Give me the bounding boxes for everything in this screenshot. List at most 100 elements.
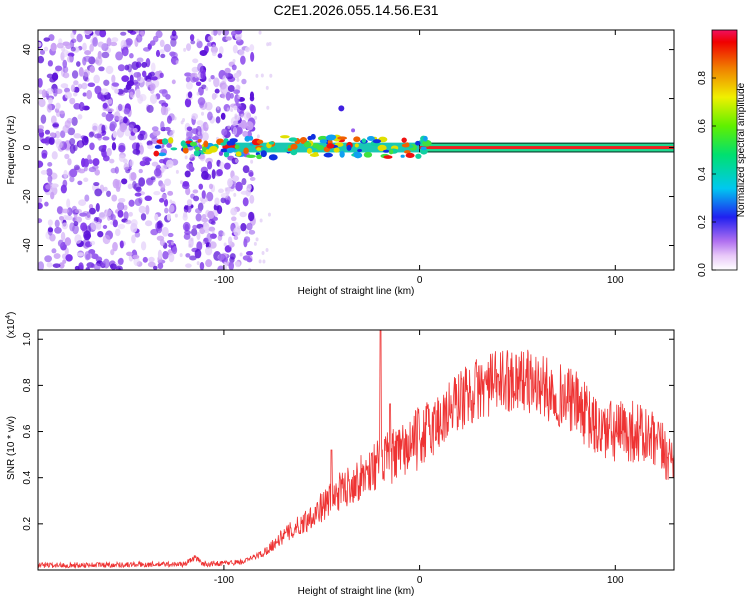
heatmap-noise-cell bbox=[130, 171, 137, 181]
heatmap-noise-cell bbox=[222, 232, 226, 237]
heatmap-noise-cell bbox=[41, 89, 47, 98]
heatmap-signal-cell bbox=[357, 148, 363, 153]
heatmap-noise-cell bbox=[101, 51, 110, 59]
heatmap-noise-cell bbox=[38, 89, 43, 95]
heatmap-noise-cell bbox=[196, 120, 204, 126]
heatmap-noise-cell bbox=[69, 222, 75, 232]
heatmap-noise-cell bbox=[85, 267, 91, 270]
heatmap-noise-cell bbox=[212, 44, 216, 49]
heatmap-noise-cell bbox=[151, 161, 159, 167]
heatmap-noise-cell bbox=[195, 81, 202, 87]
y-tick-label: -40 bbox=[22, 238, 33, 253]
heatmap-noise-cell bbox=[219, 81, 227, 90]
heatmap-noise-cell bbox=[120, 31, 127, 36]
heatmap-noise-cell bbox=[243, 238, 248, 248]
heatmap-noise-cell bbox=[195, 213, 202, 222]
heatmap-noise-cell bbox=[50, 42, 57, 52]
heatmap-noise-cell bbox=[155, 49, 161, 58]
heatmap-noise-cell bbox=[235, 181, 243, 192]
heatmap-noise-cell bbox=[231, 216, 237, 222]
heatmap-noise-cell bbox=[115, 51, 124, 61]
heatmap-noise-cell bbox=[58, 262, 65, 269]
heatmap-signal-cell bbox=[220, 148, 228, 153]
heatmap-noise-cell bbox=[239, 211, 247, 218]
heatmap-noise-cell bbox=[73, 133, 82, 139]
heatmap-noise-cell bbox=[64, 247, 69, 256]
heatmap-noise-cell bbox=[66, 198, 71, 208]
heatmap-noise-cell bbox=[205, 246, 213, 256]
heatmap-noise-cell bbox=[103, 186, 108, 192]
heatmap-noise-cell bbox=[38, 98, 46, 108]
heatmap-y-axis: -40 -20 0 20 40 bbox=[22, 44, 674, 253]
heatmap-signal-cell bbox=[290, 143, 298, 150]
heatmap-noise-cell bbox=[160, 120, 165, 131]
heatmap-noise-cell bbox=[237, 95, 241, 100]
heatmap-noise-cell bbox=[216, 105, 220, 110]
heatmap-noise-cell bbox=[221, 128, 228, 136]
heatmap-noise-cell bbox=[186, 199, 193, 207]
heatmap-noise-cell bbox=[118, 257, 124, 265]
heatmap-noise-cell bbox=[167, 232, 174, 238]
heatmap-noise-cell bbox=[129, 53, 134, 59]
heatmap-noise-cell bbox=[90, 240, 96, 246]
heatmap-noise-cell bbox=[231, 64, 237, 71]
heatmap-signal-cell bbox=[229, 139, 236, 146]
heatmap-noise-cell bbox=[54, 219, 60, 228]
heatmap-noise-cell bbox=[102, 136, 110, 141]
heatmap-noise-cell bbox=[59, 215, 64, 221]
heatmap-noise-cell bbox=[141, 61, 148, 68]
heatmap-noise-cell bbox=[212, 30, 218, 36]
heatmap-noise-cell bbox=[167, 190, 174, 196]
heatmap-noise-cell bbox=[88, 131, 94, 138]
heatmap-signal-cell bbox=[235, 151, 242, 157]
heatmap-noise-cell bbox=[197, 131, 201, 136]
heatmap-noise-cell bbox=[114, 88, 119, 94]
x-tick-label: -100 bbox=[214, 575, 234, 586]
heatmap-noise-cell bbox=[70, 46, 76, 52]
heatmap-noise-cell bbox=[204, 197, 208, 202]
heatmap-noise-cell bbox=[55, 65, 63, 72]
heatmap-noise-cell bbox=[64, 153, 70, 160]
heatmap-noise-cell bbox=[226, 107, 230, 112]
heatmap-signal-cell bbox=[197, 138, 202, 143]
heatmap-noise-cell bbox=[171, 79, 176, 85]
heatmap-noise-cell bbox=[74, 265, 80, 270]
heatmap-noise-cell bbox=[208, 183, 214, 190]
heatmap-noise-cell bbox=[150, 62, 156, 72]
heatmap-signal-cell bbox=[317, 135, 328, 141]
heatmap-noise-cell bbox=[40, 169, 48, 175]
heatmap-noise-cell bbox=[207, 111, 213, 121]
heatmap-noise-cell bbox=[129, 159, 134, 167]
heatmap-noise-cell bbox=[210, 220, 216, 225]
heatmap-noise-cell bbox=[150, 76, 158, 81]
heatmap-noise-cell bbox=[233, 89, 241, 95]
x-tick-label: 0 bbox=[417, 275, 423, 286]
heatmap-noise-cell bbox=[138, 205, 146, 214]
heatmap-noise-cell bbox=[51, 151, 58, 160]
heatmap-noise-cell bbox=[227, 124, 231, 129]
heatmap-noise-cell bbox=[254, 115, 258, 120]
heatmap-noise-cell bbox=[117, 64, 126, 72]
heatmap-signal-cell bbox=[346, 144, 352, 151]
snr-scale-exponent: 4 bbox=[5, 315, 12, 319]
heatmap-noise-cell bbox=[76, 252, 84, 257]
heatmap-noise-cell bbox=[190, 237, 194, 242]
svg-text:(x104): (x104) bbox=[5, 312, 17, 339]
heatmap-noise-cell bbox=[248, 211, 255, 222]
heatmap-noise-cell bbox=[234, 115, 238, 120]
y-tick-label: -20 bbox=[22, 189, 33, 204]
x-tick-label: 100 bbox=[607, 575, 624, 586]
heatmap-noise-cell bbox=[127, 30, 134, 34]
heatmap-noise-cell bbox=[115, 265, 123, 270]
heatmap-noise-cell bbox=[203, 222, 210, 231]
heatmap-noise-cell bbox=[157, 249, 163, 259]
heatmap-noise-cell bbox=[107, 98, 113, 105]
heatmap-noise-cell bbox=[78, 101, 85, 112]
heatmap-noise-cell bbox=[135, 186, 142, 193]
heatmap-noise-cell bbox=[153, 190, 161, 196]
heatmap-signal-cell bbox=[256, 147, 262, 151]
heatmap-noise-cell bbox=[46, 262, 53, 268]
heatmap-noise-cell bbox=[46, 73, 54, 79]
heatmap-noise-cell bbox=[234, 158, 238, 163]
colorbar-gradient bbox=[711, 29, 738, 271]
